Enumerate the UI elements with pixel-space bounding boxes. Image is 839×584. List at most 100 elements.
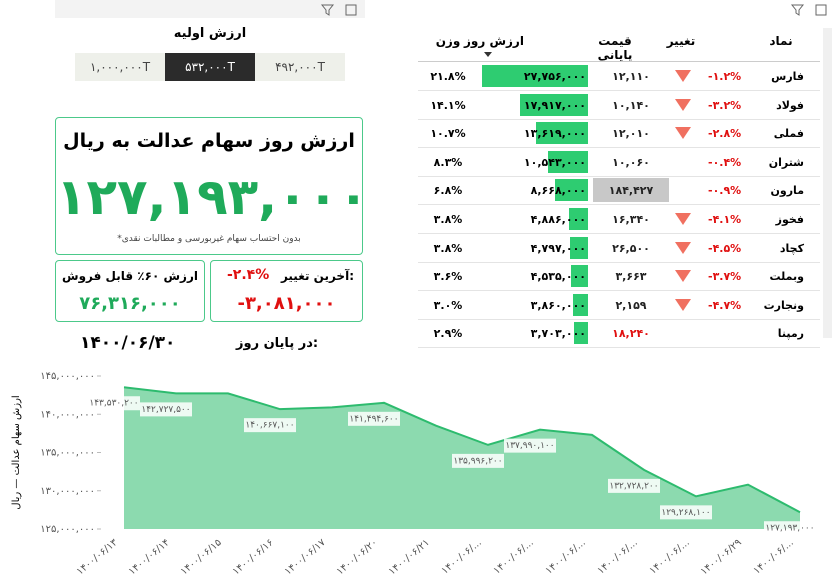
weight: ۳.۰% [433,298,463,312]
change: -۳.۲% [708,98,742,112]
down-arrow [675,298,691,311]
value: ۱۷,۹۱۷,۰۰۰ [523,98,586,112]
symbol: فخوز [775,213,804,226]
value-label-box [764,521,816,536]
row-rule [418,290,820,292]
weight: ۳.۸% [433,241,463,255]
table-header[interactable]: قیمت پایانی [597,34,633,62]
symbol: فارس [771,70,804,83]
x-tick-label: ۱۴۰۰/۰۶/... [492,537,536,577]
sellable-label: ارزش ۶۰٪ قابل فروش [62,269,198,283]
value-label: ۱۴۰,۶۶۷,۱۰۰ [245,421,294,431]
change-amount: -۳,۰۸۱,۰۰۰ [237,293,336,314]
row-rule [418,204,820,206]
value-bar [547,150,588,173]
sellable-value: ۷۶,۳۱۶,۰۰۰ [79,293,181,314]
y-tick-label: ۱۴۵,۰۰۰,۰۰۰ [40,371,95,382]
x-tick-label: ۱۴۰۰/۰۶/۱۶ [231,537,276,577]
value-label-box [348,411,400,426]
row-rule [418,347,820,349]
row-rule [418,90,820,91]
value-label: ۱۳۲,۷۲۸,۲۰۰ [609,481,658,491]
down-arrow [675,98,691,111]
value-bar [573,322,588,345]
change-label: آخرین تغییر: [280,269,354,283]
row-rule [418,261,820,263]
symbol: وبملت [769,270,804,284]
price: ۲۶,۵۰۰ [612,241,650,255]
row-rule [418,175,820,177]
card-value: ۱۲۷,۱۹۳,۰۰۰ [56,168,369,226]
value-label: ۱۴۲,۷۲۷,۵۰۰ [141,405,190,415]
table-header[interactable]: ارزش روز [464,34,524,48]
row-rule [418,147,820,149]
row-rule [418,233,820,234]
toolbar-icons[interactable] [790,3,830,17]
value: ۳,۸۶۰,۰۰۰ [530,298,586,312]
value-label-box [140,402,192,417]
value-card: ارزش روز سهام عدالت به ریال ۱۲۷,۱۹۳,۰۰۰ … [55,117,369,255]
price: ۲,۱۵۹ [615,298,647,312]
value-label-box [88,396,140,411]
change: -۰.۹% [708,184,742,198]
price: ۱۰,۱۴۰ [612,98,650,112]
symbol: فولاد [776,98,804,112]
symbol: ونجارت [763,298,804,312]
x-tick-label: ۱۴۰۰/۰۶/۱۵ [179,537,224,577]
down-arrow [675,213,691,225]
value-label: ۱۲۷,۱۹۳,۰۰۰ [765,524,814,534]
weight: ۸.۳% [433,155,463,169]
option-button[interactable]: ۴۹۲,۰۰۰T [255,53,345,81]
down-arrow [675,70,691,82]
scrollbar[interactable] [823,28,832,338]
value-bar [554,179,588,202]
x-tick-label: ۱۴۰۰/۰۶/۲۰ [335,537,380,577]
y-tick-label: ۱۳۵,۰۰۰,۰۰۰ [40,448,95,459]
chart: ارزش سهام عدالت — ریال ۱۲۵,۰۰۰,۰۰۰ ۱۳۰,۰۰۰… [11,371,816,578]
change: -۲.۸% [708,127,742,141]
sellable-card: ارزش ۶۰٪ قابل فروش ۷۶,۳۱۶,۰۰۰ [55,260,205,322]
value-label: ۱۳۷,۹۹۰,۱۰۰ [505,441,554,451]
option-button[interactable]: ۱,۰۰۰,۰۰۰T [75,53,165,81]
value-label-box [504,438,556,453]
value-label: ۱۳۵,۹۹۶,۲۰۰ [453,456,502,466]
table-header[interactable]: نماد [769,34,793,48]
change: -۴.۵% [708,241,742,255]
toolbar-icons[interactable] [320,3,360,17]
price: ۱۸,۲۴۰ [612,327,650,341]
price: ۳,۶۶۳ [615,270,647,284]
y-axis-title: ارزش سهام عدالت — ریال [11,395,22,509]
table-header[interactable]: تغییر [666,34,696,48]
sort-arrow [484,52,492,57]
weight: ۱۰.۷% [430,127,466,141]
line [123,386,801,514]
x-tick-label: ۱۴۰۰/۰۶/۱۷ [283,537,329,578]
end-label: در پایان روز: [236,336,319,351]
value: ۴,۸۸۶,۰۰۰ [530,213,586,226]
x-tick-label: ۱۴۰۰/۰۶/... [440,537,484,577]
x-tick-label: ۱۴۰۰/۰۶/۱۴ [127,537,172,577]
value: ۸,۶۶۸,۰۰۰ [530,184,586,198]
symbol: شتران [768,155,804,169]
end-date: ۱۴۰۰/۰۶/۳۰ [80,333,176,353]
table-header[interactable]: وزن [435,34,461,48]
value-label-box [452,453,504,468]
value: ۴,۵۳۵,۰۰۰ [530,270,586,284]
card-note: *بدون احتساب سهام غیربورسی و مطالبات نقد… [117,234,301,244]
weight: ۶.۸% [433,184,463,198]
value-bar [569,236,588,259]
price: ۱۲,۱۱۰ [612,70,650,83]
weight: ۳.۸% [433,213,463,226]
change-card: آخرین تغییر: -۲.۴% -۳,۰۸۱,۰۰۰ [210,260,363,322]
symbol: کچاد [779,241,804,255]
x-tick-label: ۱۴۰۰/۰۶/... [752,537,796,577]
weight: ۲۱.۸% [430,70,466,83]
value-label-box [608,478,660,493]
change: -۰.۴% [708,155,742,169]
initial-title: ارزش اولیه [173,26,247,41]
value-label: ۱۴۳,۵۳۰,۲۰۰ [89,399,138,409]
weight: ۳.۶% [433,270,463,284]
y-tick-label: ۱۳۰,۰۰۰,۰۰۰ [40,486,95,497]
option-button[interactable]: ۵۳۲,۰۰۰T [165,53,255,81]
